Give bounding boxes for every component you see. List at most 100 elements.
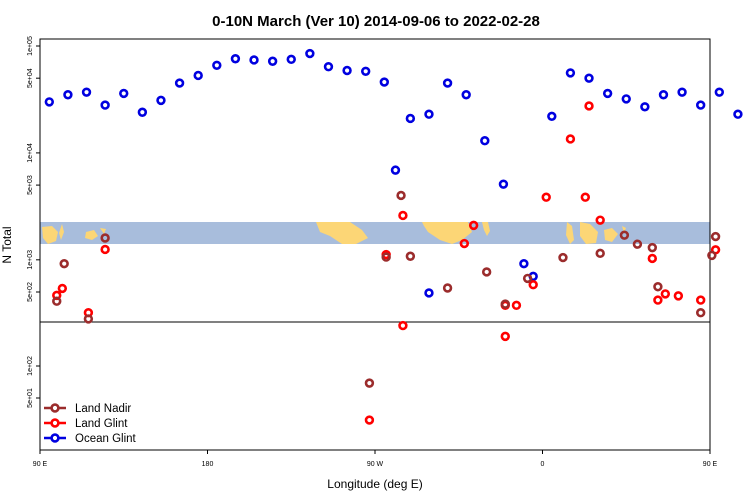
land-glint-point: [57, 283, 68, 294]
land-nadir-point: [710, 231, 721, 242]
legend-marker-land-nadir: [50, 403, 60, 413]
land-nadir-point: [364, 378, 375, 388]
land-nadir-point: [396, 190, 406, 201]
y-tick-label: 1e+05: [27, 36, 34, 56]
map-landmass-11: [622, 226, 626, 233]
land-glint-point: [398, 210, 408, 221]
ocean-glint-point: [360, 66, 371, 76]
land-glint-point: [673, 291, 684, 301]
land-nadir-point: [695, 308, 706, 318]
ocean-glint-point: [212, 60, 222, 70]
ocean-glint-point: [267, 56, 278, 66]
ocean-glint-point: [442, 78, 453, 88]
land-glint-point: [647, 253, 658, 264]
ocean-glint-point: [658, 90, 669, 100]
ocean-glint-point: [602, 88, 613, 99]
legend-label-land-nadir: Land Nadir: [75, 403, 131, 415]
land-nadir-point: [59, 258, 69, 269]
ocean-glint-point: [714, 87, 725, 97]
land-nadir-point: [381, 252, 391, 262]
y-tick-label: 5e+03: [27, 175, 34, 195]
ocean-glint-point: [621, 94, 631, 104]
y-axis-upper: 5e+02 1e+03 5e+03 1e+04 5e+04 1e+05: [27, 36, 40, 302]
map-landmass-1: [42, 226, 58, 244]
land-glint-point: [511, 300, 522, 311]
land-glint-point: [500, 331, 510, 342]
land-glint-point: [660, 289, 671, 299]
y-tick-label: 1e+04: [27, 143, 34, 163]
land-nadir-point: [500, 299, 510, 309]
x-tick-label: 0: [541, 461, 545, 468]
map-landmass-8: [566, 222, 574, 244]
x-tick-label: 90 E: [703, 461, 718, 468]
ocean-glint-point: [677, 87, 687, 97]
land-glint-point: [528, 280, 538, 290]
legend-marker-land-glint: [50, 418, 60, 428]
ocean-glint-point: [63, 90, 73, 100]
ocean-glint-point: [156, 95, 166, 106]
land-nadir-point: [83, 314, 94, 324]
ocean-glint-point: [174, 78, 185, 88]
y-tick-label: 5e+04: [27, 68, 34, 88]
land-glint-point: [584, 101, 594, 111]
land-nadir-point: [481, 267, 492, 277]
map-landmass-6: [422, 222, 472, 244]
land-glint-point: [695, 295, 706, 305]
land-glint-point: [459, 238, 470, 249]
map-ocean: [40, 222, 710, 244]
data-points: [44, 48, 743, 425]
ocean-glint-point: [249, 55, 259, 65]
ocean-glint-point: [640, 102, 650, 112]
y-tick-label: 1e+02: [27, 356, 34, 376]
ocean-glint-point: [424, 288, 434, 298]
map-landmass-7: [482, 222, 490, 236]
ocean-glint-point: [405, 113, 416, 124]
x-axis-title: Longitude (deg E): [327, 477, 422, 491]
x-tick-label: 90 W: [367, 461, 384, 468]
land-glint-point: [595, 215, 605, 225]
ocean-glint-point: [519, 258, 529, 269]
legend-marker-ocean-glint: [50, 433, 60, 443]
land-nadir-point: [647, 242, 658, 253]
land-nadir-point: [653, 282, 663, 292]
ocean-glint-point: [305, 48, 315, 59]
ocean-glint-point: [461, 90, 471, 100]
land-glint-point: [653, 295, 663, 305]
land-nadir-point: [442, 283, 453, 293]
y-tick-label: 5e+01: [27, 388, 34, 408]
land-glint-point: [541, 192, 551, 202]
ocean-glint-point: [565, 68, 576, 78]
ocean-glint-point: [342, 65, 352, 76]
ocean-glint-point: [584, 73, 594, 83]
land-glint-point: [398, 320, 408, 331]
land-glint-point: [565, 134, 576, 144]
y-axis-title: N Total: [0, 226, 14, 263]
ocean-glint-point: [695, 100, 706, 110]
ocean-glint-point: [81, 87, 92, 97]
ocean-glint-point: [119, 88, 129, 99]
land-nadir-point: [52, 296, 62, 306]
map-landmass-3: [85, 230, 98, 240]
land-nadir-point: [558, 252, 568, 263]
legend-label-land-glint: Land Glint: [75, 418, 128, 430]
y-tick-label: 5e+02: [27, 282, 34, 302]
y-tick-label: 1e+03: [27, 250, 34, 270]
ocean-glint-point: [323, 62, 334, 72]
land-glint-point: [100, 244, 110, 255]
ocean-glint-point: [100, 100, 110, 110]
land-nadir-point: [619, 230, 630, 240]
ocean-glint-point: [424, 109, 434, 119]
chart-title: 0-10N March (Ver 10) 2014-09-06 to 2022-…: [212, 13, 540, 30]
land-nadir-point: [405, 251, 416, 261]
land-nadir-point: [595, 248, 605, 259]
ocean-glint-point: [193, 70, 203, 81]
ocean-glint-point: [733, 109, 743, 119]
map-landmass-5: [316, 222, 368, 244]
land-glint-point: [580, 192, 591, 202]
ocean-glint-point: [44, 97, 55, 107]
ocean-glint-point: [498, 179, 509, 189]
y-axis-lower: 5e+01 1e+02: [27, 356, 40, 408]
